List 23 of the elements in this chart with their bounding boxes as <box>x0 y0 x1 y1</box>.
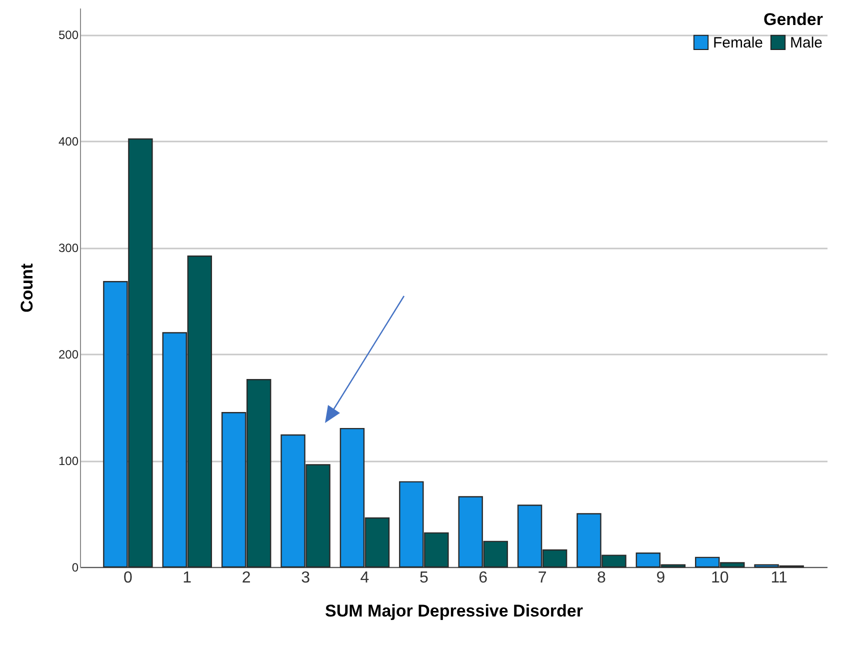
x-tick-label: 9 <box>656 570 666 586</box>
x-tick-label: 7 <box>538 570 547 586</box>
y-axis-title: Count <box>17 263 36 313</box>
y-tick-label: 400 <box>58 134 79 149</box>
x-tick-label: 5 <box>419 570 428 586</box>
x-tick-label: 6 <box>478 570 488 586</box>
y-tick-label: 500 <box>58 28 79 42</box>
x-tick-label: 1 <box>182 570 192 586</box>
x-tick-label: 0 <box>123 570 132 586</box>
legend-title: Gender <box>763 10 824 29</box>
x-axis-title: SUM Major Depressive Disorder <box>325 602 584 620</box>
legend-label: Male <box>790 34 823 52</box>
legend-label: Female <box>713 34 764 52</box>
x-tick-label: 4 <box>360 570 370 586</box>
x-tick-label: 3 <box>301 570 310 586</box>
y-tick-label: 300 <box>58 241 79 256</box>
x-tick-label: 11 <box>770 570 788 586</box>
x-tick-label: 2 <box>242 570 251 586</box>
y-tick-label: 200 <box>58 348 79 362</box>
x-tick-label: 8 <box>597 570 606 586</box>
y-tick-label: 0 <box>72 560 79 574</box>
x-tick-label: 10 <box>710 570 729 586</box>
y-tick-label: 100 <box>58 454 79 468</box>
